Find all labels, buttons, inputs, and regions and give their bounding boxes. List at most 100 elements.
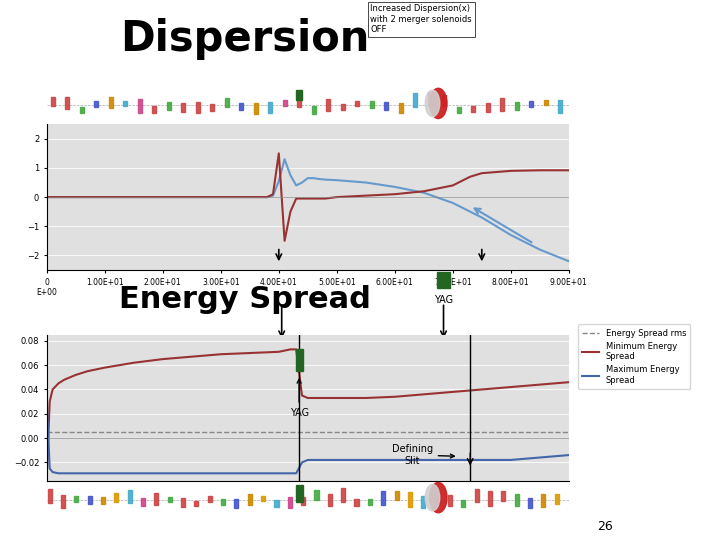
Bar	[355, 101, 359, 106]
Bar	[341, 104, 345, 110]
Minimum Energy
Spread	[333, 395, 341, 401]
Maximum Energy
Spread	[390, 457, 399, 463]
Text: Defining
Slit: Defining Slit	[392, 444, 454, 465]
Minimum Energy
Spread	[217, 351, 225, 357]
Maximum Energy
Spread	[477, 457, 486, 463]
Ellipse shape	[430, 88, 447, 119]
Bar	[456, 107, 461, 113]
Minimum Energy
Spread	[297, 392, 306, 399]
Minimum Energy
Spread	[477, 386, 486, 393]
Text: x-
Dispersion: x- Dispersion	[156, 365, 201, 384]
Maximum Energy
Spread	[217, 470, 225, 477]
Bar	[181, 498, 185, 507]
Text: y-
Dispersion: y- Dispersion	[156, 389, 201, 408]
Bar	[384, 102, 388, 110]
Bar	[297, 92, 301, 107]
Maximum Energy
Spread	[420, 457, 428, 463]
Line: Minimum Energy
Spread: Minimum Energy Spread	[47, 349, 569, 475]
Bar	[369, 101, 374, 109]
Minimum Energy
Spread	[506, 384, 515, 390]
Text: YAG: YAG	[434, 295, 453, 305]
Maximum Energy
Spread	[297, 459, 306, 465]
Text: Energy Spread: Energy Spread	[120, 285, 371, 314]
Maximum Energy
Spread	[333, 457, 341, 463]
Bar	[296, 485, 302, 502]
Bar	[261, 496, 265, 501]
Bar	[500, 98, 504, 111]
Bar	[168, 497, 172, 502]
Minimum Energy
Spread	[60, 376, 68, 383]
Minimum Energy
Spread	[420, 391, 428, 397]
Bar	[268, 102, 272, 113]
Bar	[474, 489, 479, 503]
Minimum Energy
Spread	[71, 372, 80, 378]
Minimum Energy
Spread	[83, 368, 91, 375]
Maximum Energy
Spread	[83, 470, 91, 477]
Maximum Energy
Spread	[304, 457, 312, 463]
Bar	[253, 104, 258, 114]
Bar	[80, 107, 84, 113]
Bar	[154, 493, 158, 505]
Bar	[301, 497, 305, 505]
Text: Increased Dispersion(x)
with 2 merger solenoids
OFF: Increased Dispersion(x) with 2 merger so…	[371, 4, 472, 34]
Bar	[501, 491, 505, 501]
Bar	[515, 102, 518, 110]
Bar	[515, 495, 518, 506]
Maximum Energy
Spread	[60, 470, 68, 477]
Bar	[274, 500, 279, 508]
Bar	[196, 103, 199, 113]
Bar	[210, 104, 214, 111]
Bar	[328, 494, 332, 506]
Bar	[381, 491, 385, 505]
Maximum Energy
Spread	[45, 465, 54, 472]
Minimum Energy
Spread	[42, 471, 51, 478]
Bar	[488, 491, 492, 506]
Bar	[94, 101, 98, 106]
Bar	[181, 103, 185, 112]
Minimum Energy
Spread	[536, 381, 544, 388]
Bar	[141, 498, 145, 507]
Minimum Energy
Spread	[48, 386, 57, 393]
Minimum Energy
Spread	[187, 354, 196, 360]
Bar	[471, 106, 475, 112]
Maximum Energy
Spread	[361, 457, 370, 463]
Bar	[541, 494, 545, 507]
Bar	[312, 106, 315, 114]
Maximum Energy
Spread	[536, 454, 544, 461]
Bar	[138, 99, 142, 113]
Bar	[395, 491, 399, 500]
Bar	[248, 494, 252, 505]
Minimum Energy
Spread	[286, 346, 294, 353]
Bar	[368, 499, 372, 505]
Minimum Energy
Spread	[130, 360, 138, 366]
Bar	[315, 490, 318, 500]
Bar	[558, 100, 562, 113]
Bar	[408, 492, 412, 507]
Bar	[166, 102, 171, 110]
Bar	[282, 100, 287, 106]
Minimum Energy
Spread	[564, 379, 573, 386]
Bar	[127, 490, 132, 503]
Line: Maximum Energy
Spread: Maximum Energy Spread	[47, 402, 569, 473]
Ellipse shape	[430, 483, 447, 513]
Maximum Energy
Spread	[506, 457, 515, 463]
Text: 26: 26	[597, 520, 613, 533]
Minimum Energy
Spread	[449, 389, 457, 395]
Maximum Energy
Spread	[54, 470, 63, 477]
Minimum Energy
Spread	[274, 349, 283, 355]
Bar	[421, 496, 426, 509]
Bar	[437, 272, 450, 288]
Bar	[413, 93, 417, 107]
Bar	[194, 501, 199, 506]
Maximum Energy
Spread	[449, 457, 457, 463]
Minimum Energy
Spread	[101, 364, 109, 371]
Bar	[485, 104, 490, 112]
Bar	[462, 500, 465, 507]
Bar	[221, 500, 225, 505]
Maximum Energy
Spread	[71, 470, 80, 477]
Bar	[528, 497, 532, 508]
Bar	[225, 98, 229, 107]
Ellipse shape	[426, 484, 440, 511]
Bar	[48, 489, 52, 503]
Maximum Energy
Spread	[42, 399, 51, 405]
